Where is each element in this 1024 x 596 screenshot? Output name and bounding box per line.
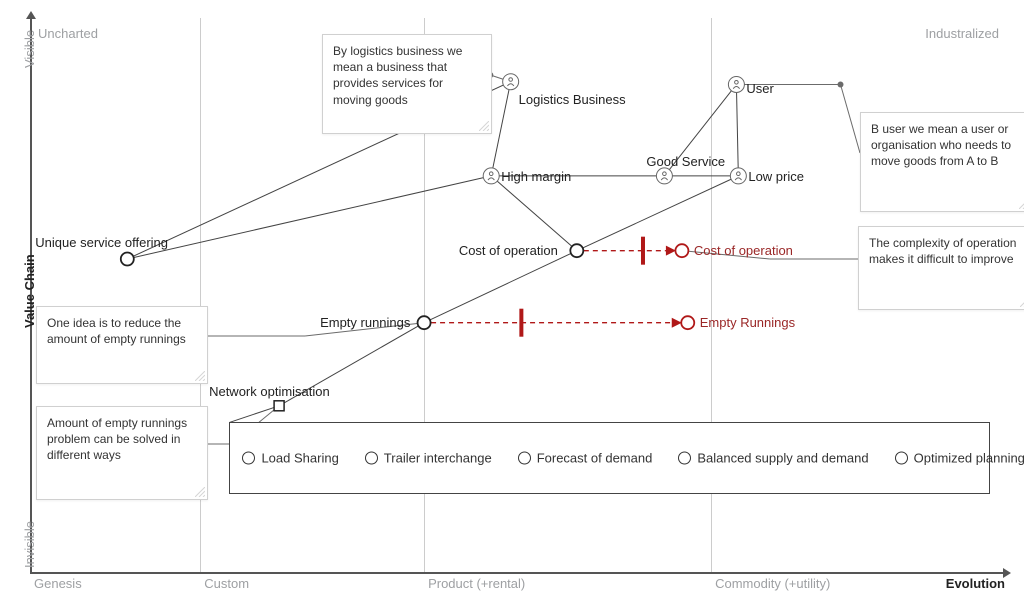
node-circle [570, 244, 583, 257]
panel-item-label: Trailer interchange [384, 451, 492, 466]
node-label-empty_run: Empty runnings [320, 315, 410, 330]
node-label-empty_run_future: Empty Runnings [700, 315, 795, 330]
link-low_price-cost_op [577, 176, 739, 251]
inertia-barrier [519, 309, 523, 337]
anchor-icon [503, 74, 519, 90]
movement-arrow [666, 246, 676, 256]
node-circle [121, 252, 134, 265]
y-label-visible: Visible [22, 30, 37, 68]
x-axis [30, 572, 1003, 574]
circle-icon [242, 452, 255, 465]
node-label-cost_op: Cost of operation [459, 243, 558, 258]
node-label-network_opt: Network optimisation [209, 384, 330, 399]
inertia-barrier [641, 237, 645, 265]
panel-item-label: Forecast of demand [537, 451, 653, 466]
panel-item-label: Balanced supply and demand [697, 451, 868, 466]
panel-item: Load Sharing [242, 451, 338, 466]
x-tick-label: Product (+rental) [428, 576, 525, 591]
node-label-unique_service: Unique service offering [35, 235, 168, 250]
note-text: Amount of empty runnings problem can be … [47, 415, 197, 464]
movement-arrow [672, 318, 682, 328]
note-text: One idea is to reduce the amount of empt… [47, 315, 197, 347]
note-leader [490, 75, 510, 82]
x-tick-label: Custom [204, 576, 249, 591]
node-label-user: User [746, 81, 773, 96]
circle-icon [895, 452, 908, 465]
y-axis-arrow [26, 11, 36, 19]
note-text: By logistics business we mean a business… [333, 43, 481, 108]
note-ways[interactable]: Amount of empty runnings problem can be … [36, 406, 208, 500]
node-label-good_service: Good Service [646, 154, 725, 169]
resize-handle-icon[interactable] [195, 371, 205, 381]
anchor-icon [483, 168, 499, 184]
x-axis-title: Evolution [946, 576, 1005, 591]
circle-icon [518, 452, 531, 465]
panel-item-label: Optimized planning [914, 451, 1024, 466]
panel-item: Trailer interchange [365, 451, 492, 466]
note-reduce[interactable]: One idea is to reduce the amount of empt… [36, 306, 208, 384]
resize-handle-icon[interactable] [1020, 297, 1024, 307]
note-text: The complexity of operation makes it dif… [869, 235, 1022, 267]
circle-icon [365, 452, 378, 465]
node-label-cost_op_future: Cost of operation [694, 243, 793, 258]
note-user[interactable]: B user we mean a user or organisation wh… [860, 112, 1024, 212]
panel-item: Balanced supply and demand [678, 451, 868, 466]
note-logistics[interactable]: By logistics business we mean a business… [322, 34, 492, 134]
panel-item-label: Load Sharing [261, 451, 338, 466]
panel-item: Optimized planning [895, 451, 1024, 466]
node-label-low_price: Low price [748, 169, 804, 184]
wardley-map: Genesis Custom Product (+rental) Commodity … [0, 0, 1024, 596]
panel-item: Forecast of demand [518, 451, 653, 466]
x-tick-label: Genesis [34, 576, 82, 591]
note-text: B user we mean a user or organisation wh… [871, 121, 1021, 170]
link-cost_op-empty_run [424, 251, 577, 323]
y-axis-title: Value Chain [22, 255, 37, 329]
link-high_margin-unique_service [127, 176, 491, 259]
note-leader-dot [838, 81, 844, 87]
link-high_margin-cost_op [491, 176, 577, 251]
corner-industrialized: Industralized [925, 26, 999, 41]
note-complexity[interactable]: The complexity of operation makes it dif… [858, 226, 1024, 310]
link-user-low_price [736, 84, 738, 175]
node-square [274, 401, 284, 411]
circle-icon [678, 452, 691, 465]
resize-handle-icon[interactable] [195, 487, 205, 497]
options-panel: Load Sharing Trailer interchange Forecast … [229, 422, 990, 493]
node-label-high_margin: High margin [501, 169, 571, 184]
x-tick-label: Commodity (+utility) [715, 576, 830, 591]
anchor-icon [728, 76, 744, 92]
node-circle [675, 244, 688, 257]
y-label-invisible: Invisible [22, 521, 37, 568]
anchor-icon [656, 168, 672, 184]
resize-handle-icon[interactable] [479, 121, 489, 131]
note-leader [841, 84, 860, 153]
panel-connector [229, 406, 279, 423]
resize-handle-icon[interactable] [1019, 199, 1024, 209]
link-logistics-high_margin [491, 82, 510, 176]
anchor-icon [730, 168, 746, 184]
node-label-logistics: Logistics Business [519, 92, 626, 107]
corner-uncharted: Uncharted [38, 26, 98, 41]
node-circle [681, 316, 694, 329]
